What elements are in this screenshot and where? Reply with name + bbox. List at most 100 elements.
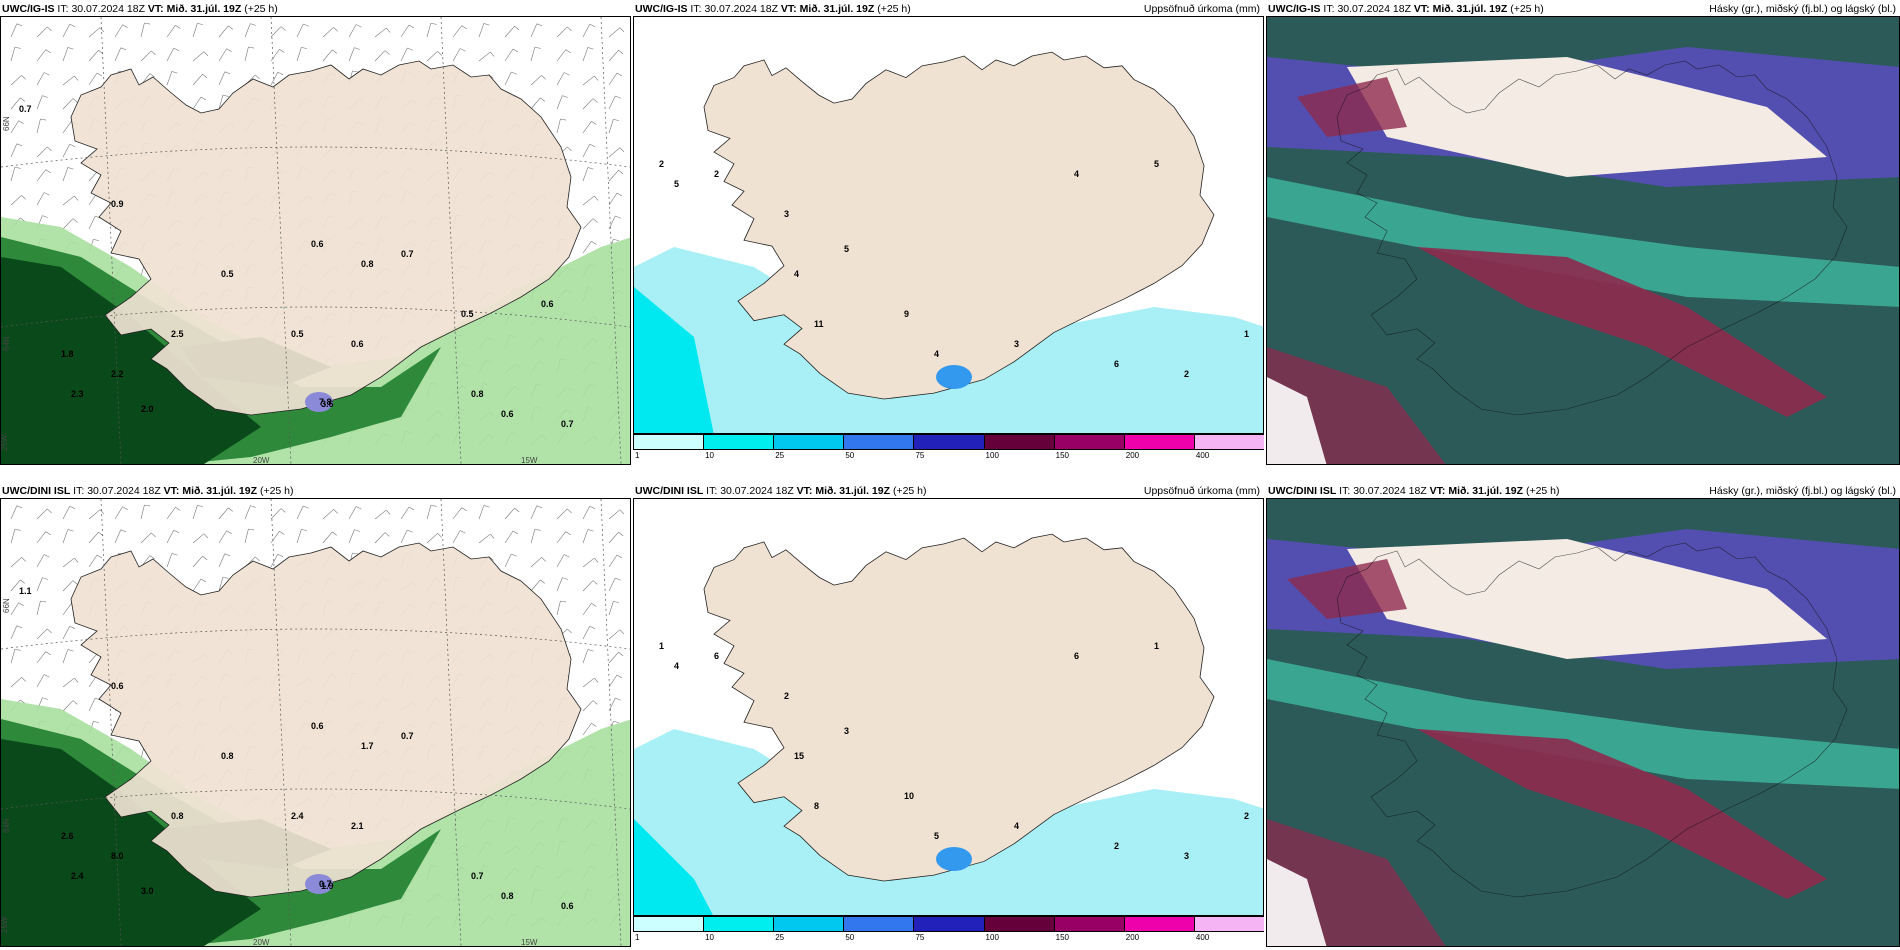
legend-swatch — [703, 916, 775, 932]
lon-label: 25W — [1, 434, 9, 451]
legend-tick: 100 — [985, 933, 999, 942]
precip-value-label: 4 — [934, 349, 939, 359]
legend-tick: 50 — [845, 933, 855, 942]
legend-tick: 75 — [915, 933, 925, 942]
legend-swatch — [1053, 916, 1125, 932]
wind-value-label: 8.0 — [111, 851, 124, 861]
wind-value-label: 0.5 — [221, 269, 234, 279]
legend-swatch — [773, 434, 845, 450]
wind-value-label: 1.1 — [19, 586, 32, 596]
wind-value-label: 0.8 — [221, 751, 234, 761]
panel-ig-wind: UWC/IG-IS IT: 30.07.2024 18Z VT: Mið. 31… — [0, 0, 631, 466]
legend-tick: 10 — [705, 451, 715, 460]
precip-value-label: 4 — [1074, 169, 1079, 179]
precip-value-label: 6 — [1074, 651, 1079, 661]
wind-value-label: 2.4 — [71, 871, 84, 881]
precip-value-label: 5 — [844, 244, 849, 254]
cloud-map — [1266, 498, 1900, 947]
panel-header: UWC/DINI ISL IT: 30.07.2024 18Z VT: Mið.… — [1268, 485, 1896, 497]
lon-label: 15W — [521, 938, 538, 946]
precip-value-label: 5 — [934, 831, 939, 841]
precip-value-label: 3 — [844, 726, 849, 736]
wind-value-label: 0.6 — [541, 299, 554, 309]
cloud-map — [1266, 16, 1900, 465]
lat-label: 66N — [2, 116, 11, 131]
legend-swatch — [843, 434, 915, 450]
panel-dini-cloud: UWC/DINI ISL IT: 30.07.2024 18Z VT: Mið.… — [1266, 482, 1900, 950]
lat-label: 66N — [2, 598, 11, 613]
legend-swatch — [773, 916, 845, 932]
legend-tick: 200 — [1125, 933, 1140, 942]
precip-value-label: 9 — [904, 309, 909, 319]
precip-value-label: 15 — [794, 751, 804, 761]
panel-header: UWC/DINI ISL IT: 30.07.2024 18Z VT: Mið.… — [2, 485, 294, 497]
wind-value-label: 0.7 — [401, 731, 414, 741]
legend-swatch — [703, 434, 775, 450]
legend-tick: 400 — [1195, 933, 1210, 942]
wind-value-label: 2.0 — [141, 404, 154, 414]
wind-value-label: 0.7 — [401, 249, 414, 259]
precip-value-label: 4 — [794, 269, 799, 279]
wind-value-label: 1.7 — [361, 741, 374, 751]
legend-tick: 150 — [1055, 933, 1070, 942]
wind-value-label: 0.7 — [561, 419, 574, 429]
wind-value-label: 7.8 — [319, 397, 332, 407]
panel-subtitle: Hásky (gr.), miðský (fj.bl.) og lágský (… — [1709, 485, 1896, 497]
precip-value-label: 2 — [1114, 841, 1119, 851]
legend-swatch — [633, 434, 705, 450]
wind-value-label: 1.9 — [321, 881, 334, 891]
lon-label: 20W — [253, 456, 270, 464]
wind-value-label: 0.6 — [311, 239, 324, 249]
legend-tick: 25 — [775, 933, 785, 942]
legend-tick: 150 — [1055, 451, 1070, 460]
wind-value-label: 0.8 — [361, 259, 374, 269]
lon-label: 15W — [521, 456, 538, 464]
panel-header: UWC/IG-IS IT: 30.07.2024 18Z VT: Mið. 31… — [635, 3, 1260, 15]
wind-value-label: 0.6 — [311, 721, 324, 731]
precip-value-label: 1 — [1244, 329, 1249, 339]
precip-value-label: 3 — [1014, 339, 1019, 349]
legend-swatch — [913, 916, 985, 932]
wind-value-label: 0.6 — [351, 339, 364, 349]
precip-value-label: 1 — [1154, 641, 1159, 651]
precip-legend: 1 10 25 50 75 100 150 200 400 — [633, 916, 1264, 946]
wind-map: 66N 64N 25W 20W 15W 0.7 0.9 0.5 0.6 0.7 0.8 0.5 0.6 1… — [0, 16, 631, 465]
panel-dini-precip: UWC/DINI ISL IT: 30.07.2024 18Z VT: Mið.… — [633, 482, 1264, 950]
precip-value-label: 2 — [659, 159, 664, 169]
precip-value-label: 10 — [904, 791, 914, 801]
precip-value-label: 2 — [784, 691, 789, 701]
legend-swatch — [1193, 434, 1264, 450]
lat-label: 64N — [2, 818, 11, 833]
legend-tick: 75 — [915, 451, 925, 460]
precip-value-label: 4 — [1014, 821, 1019, 831]
wind-value-label: 0.6 — [501, 409, 514, 419]
precip-value-label: 3 — [1184, 851, 1189, 861]
precip-value-label: 3 — [784, 209, 789, 219]
wind-value-label: 1.8 — [61, 349, 74, 359]
legend-tick: 1 — [635, 451, 640, 460]
wind-value-label: 0.9 — [111, 199, 124, 209]
panel-ig-precip: UWC/IG-IS IT: 30.07.2024 18Z VT: Mið. 31… — [633, 0, 1264, 466]
wind-value-label: 2.5 — [171, 329, 184, 339]
wind-value-label: 3.0 — [141, 886, 154, 896]
precip-legend: 1 10 25 50 75 100 150 200 400 — [633, 434, 1264, 464]
lon-label: 20W — [253, 938, 270, 946]
wind-value-label: 0.6 — [111, 681, 124, 691]
precip-map: 2 5 2 3 5 4 9 11 4 3 6 2 5 4 1 — [633, 16, 1264, 434]
precip-value-label: 2 — [714, 169, 719, 179]
precip-value-label: 2 — [1244, 811, 1249, 821]
panel-subtitle: Uppsöfnuð úrkoma (mm) — [1143, 3, 1260, 15]
legend-swatch — [1123, 916, 1195, 932]
legend-tick: 200 — [1125, 451, 1140, 460]
legend-swatch — [983, 916, 1055, 932]
legend-tick: 400 — [1195, 451, 1210, 460]
legend-swatch — [633, 916, 705, 932]
legend-swatch — [1193, 916, 1264, 932]
wind-value-label: 2.2 — [111, 369, 124, 379]
wind-value-label: 0.6 — [561, 901, 574, 911]
legend-swatch — [913, 434, 985, 450]
legend-tick: 25 — [775, 451, 785, 460]
precip-value-label: 6 — [1114, 359, 1119, 369]
panel-subtitle: Uppsöfnuð úrkoma (mm) — [1143, 485, 1260, 497]
precip-value-label: 5 — [1154, 159, 1159, 169]
